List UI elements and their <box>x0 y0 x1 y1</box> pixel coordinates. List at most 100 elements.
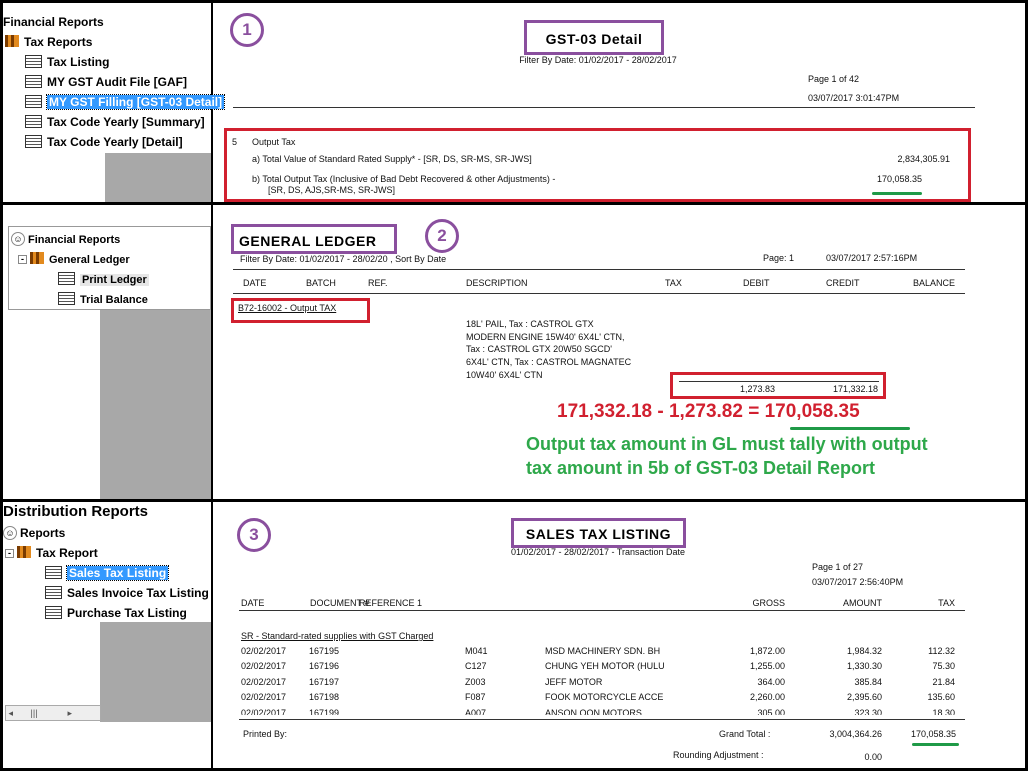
divider <box>211 502 213 768</box>
tree-item-label: Purchase Tax Listing <box>67 606 187 620</box>
cell: 18.30 <box>932 707 955 715</box>
cell: 167197 <box>309 676 340 687</box>
report-icon <box>25 95 42 108</box>
tree-item-label: Tax Listing <box>47 55 110 69</box>
green-underline <box>790 427 910 430</box>
group-icon <box>30 252 44 264</box>
green-underline <box>872 192 922 195</box>
tree-item[interactable]: Tax Code Yearly [Detail] <box>25 134 183 150</box>
tree-item[interactable]: Trial Balance <box>58 292 148 308</box>
report-icon <box>45 586 62 599</box>
report-icon <box>25 55 42 68</box>
cell: M041 <box>465 646 488 656</box>
tree-frame <box>8 226 211 310</box>
tree-root[interactable]: ☺ Financial Reports <box>11 232 120 248</box>
cell: MSD MACHINERY SDN. BH <box>545 646 661 656</box>
cell: F087 <box>465 692 486 703</box>
tree-root[interactable]: Financial Reports <box>3 15 104 29</box>
cell: 1,872.00 <box>749 646 785 656</box>
cell: FOOK MOTORCYCLE ACCE <box>545 692 664 703</box>
scrollbar[interactable]: ◂ ||| ▸ <box>5 705 101 721</box>
report-icon <box>25 115 42 128</box>
description-line: 18L' PAIL, Tax : CASTROL GTX <box>466 319 594 329</box>
cell: 167195 <box>309 646 340 656</box>
column-header: DEBIT <box>743 278 770 288</box>
tree-item[interactable]: Tax Listing <box>25 54 109 70</box>
calculation: 171,332.18 - 1,273.82 = 170,058.35 <box>557 401 860 422</box>
report-filter: Filter By Date: 01/02/2017 - 28/02/2017 <box>519 55 677 65</box>
cell: 02/02/2017 <box>241 646 287 656</box>
tree-item-label: MY GST Audit File [GAF] <box>47 75 187 89</box>
highlight-box <box>231 298 370 323</box>
tree-group[interactable]: - General Ledger <box>18 252 130 268</box>
group-icon <box>5 35 19 47</box>
printed-at: 03/07/2017 2:56:40PM <box>812 577 904 587</box>
tree-item[interactable]: MY GST Audit File [GAF] <box>25 74 187 90</box>
note-line: tax amount in 5b of GST-03 Detail Report <box>526 458 876 478</box>
tree-item-selected: Sales Tax Listing <box>65 565 170 581</box>
tree-root[interactable]: ☺ Reports <box>3 525 65 541</box>
report-icon <box>45 566 62 579</box>
column-header: DATE <box>241 598 265 608</box>
column-header: BATCH <box>306 278 336 288</box>
root-icon: ☺ <box>11 232 25 246</box>
cell: 02/02/2017 <box>241 676 287 687</box>
cell: A007 <box>465 707 487 715</box>
column-header: TAX <box>938 598 955 608</box>
tree-group[interactable]: - Tax Report <box>5 545 98 561</box>
title-highlight <box>231 224 397 254</box>
report-icon <box>45 606 62 619</box>
description-line: Tax : CASTROL GTX 20W50 SGCD' <box>466 344 612 355</box>
column-header: AMOUNT <box>843 598 882 608</box>
root-icon: ☺ <box>3 526 17 540</box>
cell: 305.00 <box>757 707 785 715</box>
tree-item[interactable]: MY GST Filling [GST-03 Detail] <box>25 94 226 110</box>
divider <box>211 205 213 499</box>
cell: 1,255.00 <box>749 661 785 672</box>
cell: 364.00 <box>757 676 785 687</box>
cell: CHUNG YEH MOTOR (HULU <box>545 661 665 672</box>
highlight-box <box>224 128 971 202</box>
tree-item-selected: MY GST Filling [GST-03 Detail] <box>45 94 226 110</box>
cell: 02/02/2017 <box>241 707 287 715</box>
note-line: Output tax amount in GL must tally with … <box>526 434 928 454</box>
tree-item[interactable]: Sales Tax Listing <box>45 565 170 581</box>
tree-root-label: Financial Reports <box>28 234 121 246</box>
cell: 75.30 <box>932 661 955 672</box>
tree-group[interactable]: Tax Reports <box>5 34 92 50</box>
line-a-value: 2,834,305.91 <box>897 154 950 164</box>
tree-item[interactable]: Print Ledger <box>58 272 149 288</box>
step-badge: 1 <box>230 13 264 47</box>
rows: 02/02/2017 167195 M041 MSD MACHINERY SDN. B… <box>3 642 1003 715</box>
cell: 2,260.00 <box>749 692 785 703</box>
cell: 167196 <box>309 661 340 672</box>
tree-item-label: Tax Code Yearly [Summary] <box>47 115 205 129</box>
printed-by: Printed By: <box>243 729 288 739</box>
line-b-label: b) Total Output Tax (Inclusive of Bad De… <box>252 174 556 184</box>
cell: 167198 <box>309 692 340 703</box>
tree-item[interactable]: Purchase Tax Listing <box>45 605 187 621</box>
description-line: MODERN ENGINE 15W40' 6X4L' CTN, <box>466 331 625 342</box>
rule <box>679 381 879 382</box>
column-header: TAX <box>665 278 682 288</box>
report-title: GST-03 Detail <box>545 31 643 47</box>
rule <box>233 269 965 270</box>
cell: 1,984.32 <box>846 646 882 656</box>
cell: ANSON OON MOTORS <box>545 707 642 715</box>
column-header: REF. <box>368 278 388 288</box>
section-label: SR - Standard-rated supplies with GST Ch… <box>241 631 434 641</box>
tree-item-label: Sales Invoice Tax Listing <box>67 586 209 600</box>
tree-item[interactable]: Sales Invoice Tax Listing <box>45 585 209 601</box>
column-header: BALANCE <box>913 278 956 288</box>
page-number: Page: 1 <box>763 253 795 263</box>
tree-item[interactable]: Tax Code Yearly [Summary] <box>25 114 205 130</box>
tree-group-label: Tax Reports <box>24 35 93 49</box>
cell: JEFF MOTOR <box>545 676 603 687</box>
cell: 135.60 <box>927 692 955 703</box>
rounding-value: 0.00 <box>864 752 882 762</box>
report-filter: Filter By Date: 01/02/2017 - 28/02/20 , … <box>240 254 447 264</box>
cell: C127 <box>465 661 487 672</box>
gst03-panel: Financial Reports Tax Reports Tax Listin… <box>0 0 1028 205</box>
report-icon <box>25 135 42 148</box>
